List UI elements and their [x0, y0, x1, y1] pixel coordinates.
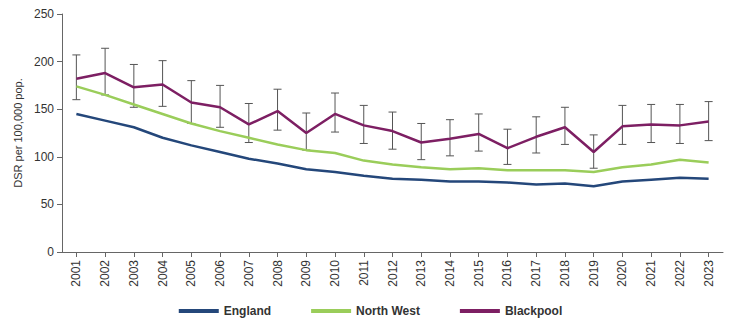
svg-text:2011: 2011: [357, 260, 371, 286]
svg-text:250: 250: [34, 7, 54, 21]
svg-text:England: England: [224, 304, 271, 318]
svg-text:2021: 2021: [644, 260, 658, 287]
svg-text:2020: 2020: [615, 260, 629, 287]
svg-text:2010: 2010: [328, 260, 342, 287]
svg-text:2006: 2006: [213, 260, 227, 287]
svg-text:2016: 2016: [500, 260, 514, 287]
svg-text:2012: 2012: [386, 260, 400, 287]
svg-text:2019: 2019: [587, 260, 601, 287]
svg-text:2004: 2004: [156, 260, 170, 287]
svg-text:Blackpool: Blackpool: [505, 304, 562, 318]
svg-text:2007: 2007: [242, 260, 256, 287]
svg-text:2001: 2001: [69, 260, 83, 287]
svg-text:150: 150: [34, 102, 54, 116]
svg-text:2002: 2002: [98, 260, 112, 287]
svg-text:2023: 2023: [702, 260, 716, 287]
svg-text:2013: 2013: [414, 260, 428, 287]
svg-text:2015: 2015: [472, 260, 486, 287]
svg-text:0: 0: [47, 245, 54, 259]
svg-text:2017: 2017: [529, 260, 543, 287]
svg-text:2022: 2022: [673, 260, 687, 287]
svg-text:2005: 2005: [184, 260, 198, 287]
svg-text:2008: 2008: [271, 260, 285, 287]
svg-text:50: 50: [41, 197, 55, 211]
svg-text:2014: 2014: [443, 260, 457, 287]
svg-text:2003: 2003: [127, 260, 141, 287]
svg-text:2009: 2009: [299, 260, 313, 287]
svg-text:North West: North West: [356, 304, 420, 318]
svg-text:100: 100: [34, 150, 54, 164]
svg-text:DSR per 100,000 pop.: DSR per 100,000 pop.: [12, 78, 24, 187]
svg-text:2018: 2018: [558, 260, 572, 287]
svg-text:200: 200: [34, 55, 54, 69]
